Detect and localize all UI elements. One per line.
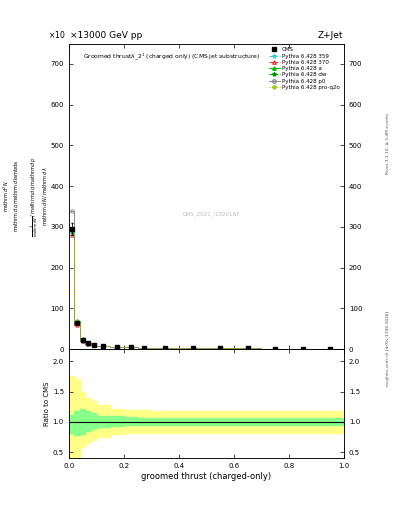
Y-axis label: $\mathrm{mathrm}\,d^2N$
$\mathrm{mathrm}\,d\,q\,\mathrm{mathrm}\,d\,\mathrm{lamb: $\mathrm{mathrm}\,d^2N$ $\mathrm{mathrm}… [2,156,49,237]
Text: CMS_2021_I1920187: CMS_2021_I1920187 [183,212,241,218]
Text: Rivet 3.1.10, ≥ 3.4M events: Rivet 3.1.10, ≥ 3.4M events [386,113,390,174]
Text: Z+Jet: Z+Jet [317,31,343,40]
Text: $\times10$: $\times10$ [48,30,66,40]
X-axis label: groomed thrust (charged-only): groomed thrust (charged-only) [141,472,272,481]
Text: ×13000 GeV pp: ×13000 GeV pp [70,31,142,40]
Legend: CMS, Pythia 6.428 359, Pythia 6.428 370, Pythia 6.428 a, Pythia 6.428 dw, Pythia: CMS, Pythia 6.428 359, Pythia 6.428 370,… [268,46,341,91]
Text: Groomed thrust$\lambda\_2^1$ (charged only) (CMS jet substructure): Groomed thrust$\lambda\_2^1$ (charged on… [83,51,260,62]
Text: mcplots.cern.ch [arXiv:1306.3436]: mcplots.cern.ch [arXiv:1306.3436] [386,311,390,386]
Y-axis label: Ratio to CMS: Ratio to CMS [44,381,50,426]
